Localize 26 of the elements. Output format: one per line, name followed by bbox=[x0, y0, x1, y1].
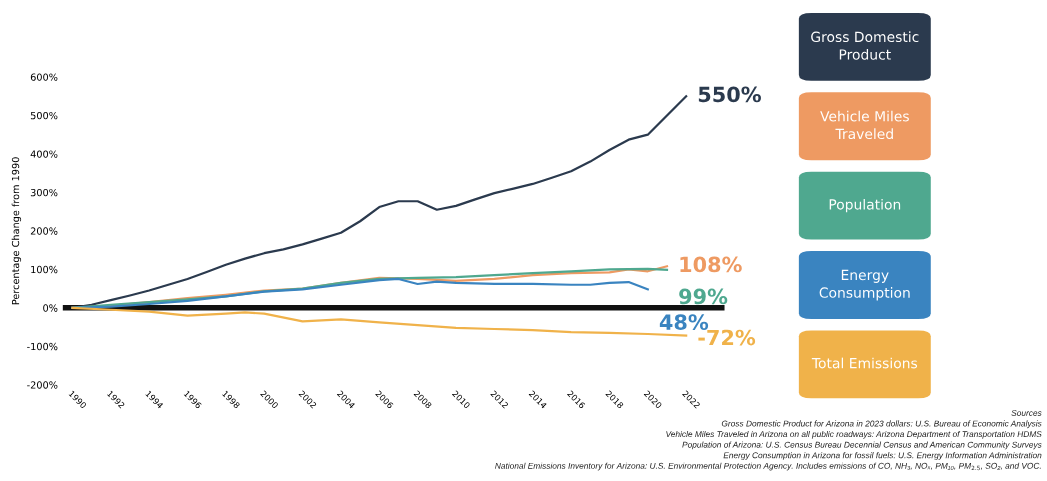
text: Energy Consumption in Arizona for fossil fuels: U.S. Energy Information Administration bbox=[723, 452, 1042, 460]
data-label: 48% bbox=[659, 314, 709, 331]
y-axis-title: Percentage Change from 1990 bbox=[11, 157, 22, 305]
text: Vehicle Miles Traveled in Arizona on all public roadways: Arizona Department of Transportation HDMS bbox=[666, 430, 1042, 439]
y-tick-label: 200% bbox=[30, 227, 58, 235]
text: Gross Domestic Product for Arizona in 2023 dollars: U.S. Bureau of Economic Analysis bbox=[721, 420, 1042, 429]
y-tick-label: 300% bbox=[30, 188, 58, 197]
y-tick-label: 0% bbox=[43, 304, 58, 312]
text: Total Emissions bbox=[811, 357, 918, 369]
y-tick-label: 600% bbox=[30, 73, 58, 81]
data-label: 550% bbox=[698, 86, 761, 103]
y-tick-label: -200% bbox=[27, 381, 58, 389]
y-tick-label: -100% bbox=[27, 342, 58, 351]
y-tick-label: 100% bbox=[31, 265, 58, 274]
text: Sources bbox=[1011, 410, 1042, 416]
text: Gross Domestic Product bbox=[811, 31, 919, 60]
text: Energy Consumption bbox=[819, 269, 910, 301]
text: National Emissions Inventory for Arizona: U.S. Environmental Protection Agency. Includes emissions of CO, NH₃, NOₓ, PM₁₀, PM$_{2.5}$, SO₂, and VOC. bbox=[495, 462, 1041, 471]
y-tick-label: 400% bbox=[30, 150, 58, 158]
text: Vehicle Miles Traveled bbox=[820, 110, 909, 140]
text: Population of Arizona: U.S. Census Bureau Decennial Census and American Community Surveys bbox=[682, 441, 1042, 450]
data-label: 108% bbox=[680, 256, 742, 273]
text: Population bbox=[829, 198, 901, 213]
data-label: 99% bbox=[679, 288, 728, 305]
y-tick-label: 500% bbox=[30, 111, 58, 120]
data-label: -72% bbox=[698, 329, 756, 346]
